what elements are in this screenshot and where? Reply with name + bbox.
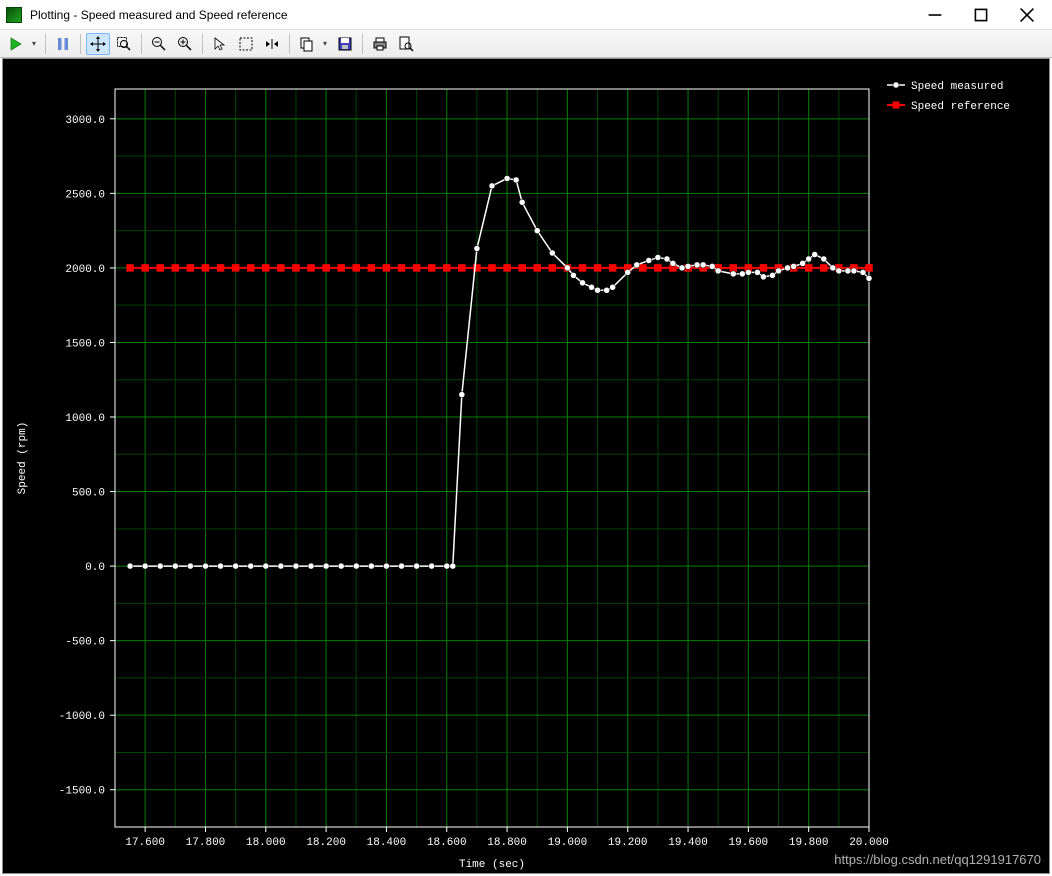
svg-text:17.600: 17.600 [125,837,165,849]
svg-text:Speed (rpm): Speed (rpm) [17,422,29,495]
floppy-icon [337,36,353,52]
pointer-icon [212,36,228,52]
svg-text:2500.0: 2500.0 [65,189,105,201]
svg-text:Speed measured: Speed measured [911,81,1003,93]
toolbar: ▾ ▾ [0,30,1052,58]
svg-text:19.400: 19.400 [668,837,708,849]
zoom-out-button[interactable] [147,33,171,55]
page-lens-icon [398,36,414,52]
copy-menu-button[interactable]: ▾ [319,33,331,55]
zoom-box-button[interactable] [112,33,136,55]
watermark: https://blog.csdn.net/qq1291917670 [834,852,1041,867]
run-menu-button[interactable]: ▾ [28,33,40,55]
minimize-button[interactable] [912,0,958,30]
toolbar-sep [289,34,290,54]
copy-icon [299,36,315,52]
crosshair-icon [90,36,106,52]
toolbar-sep [202,34,203,54]
svg-text:1500.0: 1500.0 [65,338,105,350]
svg-text:19.800: 19.800 [789,837,829,849]
svg-text:19.600: 19.600 [729,837,769,849]
print-button[interactable] [368,33,392,55]
fit-button[interactable] [260,33,284,55]
minimize-icon [927,7,943,23]
fit-icon [264,36,280,52]
pause-button[interactable] [51,33,75,55]
svg-text:18.600: 18.600 [427,837,467,849]
zoom-out-icon [151,36,167,52]
svg-text:20.000: 20.000 [849,837,889,849]
close-button[interactable] [1004,0,1050,30]
svg-text:17.800: 17.800 [186,837,226,849]
window-title: Plotting - Speed measured and Speed refe… [30,8,288,22]
close-icon [1019,7,1035,23]
maximize-button[interactable] [958,0,1004,30]
chart-svg: -1500.0 -1000.0 -500.0 0.0 500.0 1000.0 1500.0… [3,59,1049,873]
pointer-button[interactable] [208,33,232,55]
select-rect-icon [238,36,254,52]
printer-icon [372,36,388,52]
svg-text:0.0: 0.0 [85,562,105,574]
svg-text:19.200: 19.200 [608,837,648,849]
window-controls [912,0,1050,30]
play-icon [8,36,24,52]
copy-button[interactable] [295,33,319,55]
title-bar: Plotting - Speed measured and Speed refe… [0,0,1052,30]
svg-text:-500.0: -500.0 [65,637,105,649]
zoom-in-button[interactable] [173,33,197,55]
svg-text:18.200: 18.200 [306,837,346,849]
save-button[interactable] [333,33,357,55]
svg-text:18.800: 18.800 [487,837,527,849]
app-icon [6,7,22,23]
toolbar-sep [362,34,363,54]
svg-text:-1500.0: -1500.0 [59,786,105,798]
toolbar-sep [141,34,142,54]
toolbar-sep [80,34,81,54]
chart-area[interactable]: -1500.0 -1000.0 -500.0 0.0 500.0 1000.0 1500.0… [2,58,1050,874]
run-button[interactable] [4,33,28,55]
toolbar-sep [45,34,46,54]
svg-text:-1000.0: -1000.0 [59,711,105,723]
pan-button[interactable] [86,33,110,55]
svg-text:3000.0: 3000.0 [65,115,105,127]
pause-icon [55,36,71,52]
svg-text:Speed reference: Speed reference [911,101,1010,113]
svg-text:18.400: 18.400 [367,837,407,849]
zoom-in-icon [177,36,193,52]
svg-text:2000.0: 2000.0 [65,264,105,276]
svg-text:500.0: 500.0 [72,488,105,500]
maximize-icon [973,7,989,23]
select-rect-button[interactable] [234,33,258,55]
svg-text:19.000: 19.000 [548,837,588,849]
svg-text:1000.0: 1000.0 [65,413,105,425]
svg-text:18.000: 18.000 [246,837,286,849]
zoom-box-icon [116,36,132,52]
svg-text:Time (sec): Time (sec) [459,859,525,871]
preview-button[interactable] [394,33,418,55]
